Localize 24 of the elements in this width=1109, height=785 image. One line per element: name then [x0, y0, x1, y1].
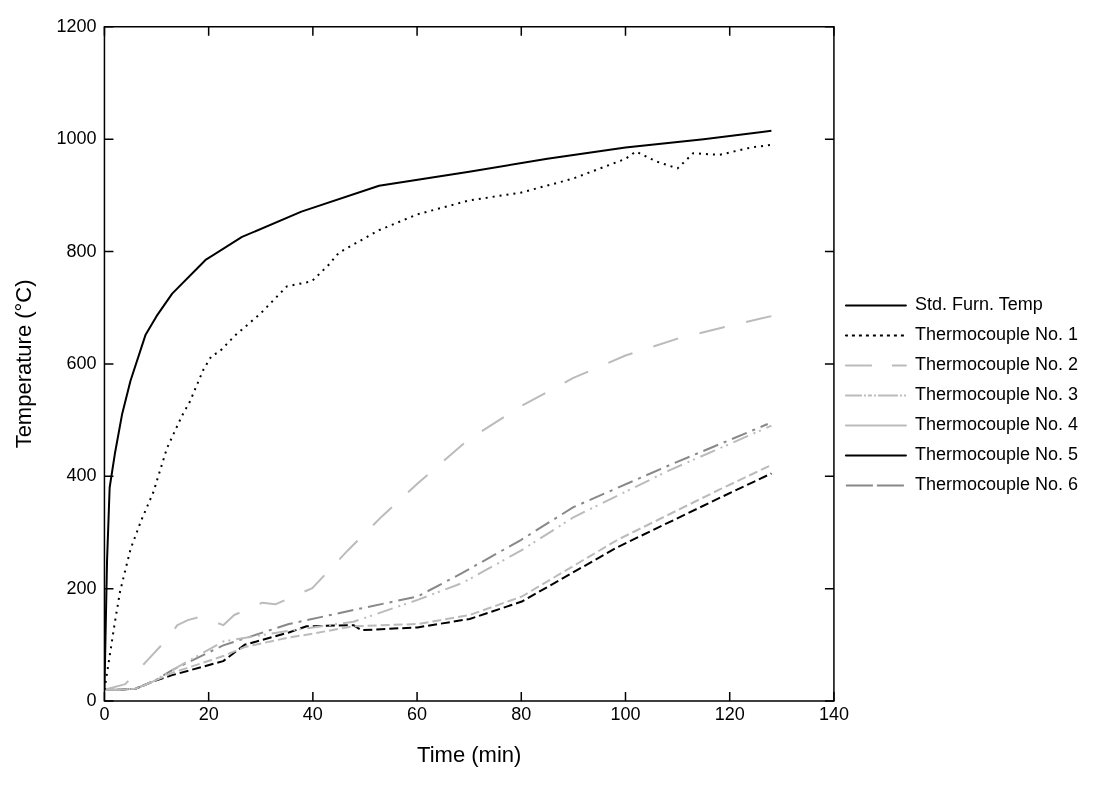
x-tick-label: 40 [302, 703, 323, 724]
legend-label: Thermocouple No. 6 [914, 474, 1079, 495]
y-axis-title: Temperature (°C) [11, 279, 37, 449]
legend-label: Std. Furn. Temp [914, 294, 1043, 315]
x-tick-label: 120 [714, 703, 745, 724]
x-tick-label: 0 [99, 703, 110, 724]
y-tick-label: 1000 [56, 128, 97, 149]
legend-label: Thermocouple No. 2 [914, 354, 1079, 375]
x-axis-title: Time (min) [417, 741, 522, 767]
y-tick-label: 600 [66, 352, 97, 373]
y-tick-label: 200 [66, 577, 97, 598]
x-tick-label: 20 [198, 703, 219, 724]
x-tick-label: 60 [407, 703, 428, 724]
x-tick-label: 140 [818, 703, 849, 724]
y-tick-label: 1200 [56, 15, 97, 36]
legend-label: Thermocouple No. 5 [914, 444, 1079, 465]
x-tick-label: 100 [610, 703, 641, 724]
legend-label: Thermocouple No. 4 [914, 414, 1079, 435]
legend-label: Thermocouple No. 1 [914, 324, 1079, 345]
y-tick-label: 800 [66, 240, 97, 261]
y-tick-label: 0 [86, 689, 97, 710]
y-tick-label: 400 [66, 465, 97, 486]
legend-label: Thermocouple No. 3 [914, 384, 1079, 405]
x-tick-label: 80 [511, 703, 532, 724]
